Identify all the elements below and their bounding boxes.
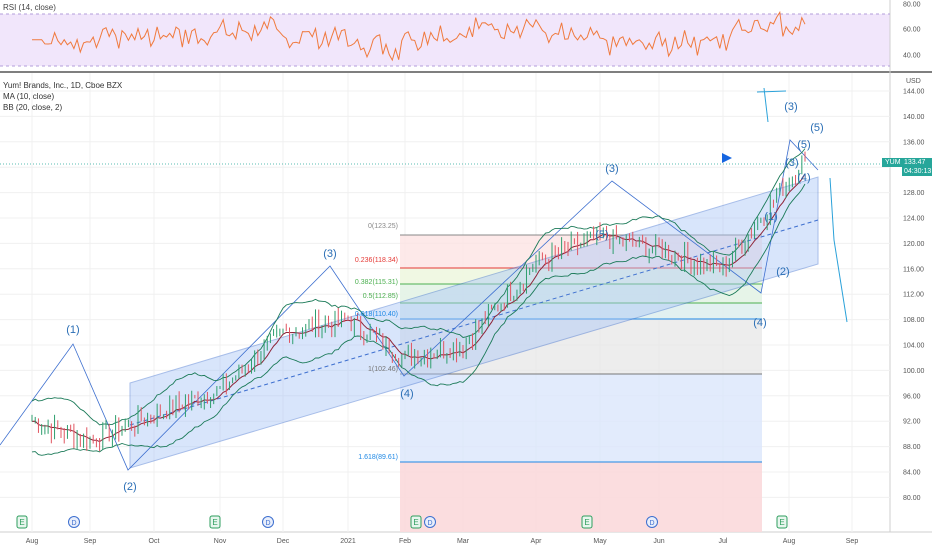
fib-level-label: 0.618(110.40) xyxy=(355,311,398,318)
svg-text:D: D xyxy=(649,520,654,527)
main-legend[interactable]: Yum! Brands, Inc., 1D, Cboe BZX MA (10, … xyxy=(3,80,122,113)
wave-label: (4) xyxy=(797,172,810,184)
price-tick-label: 108.00 xyxy=(903,317,925,324)
price-tag-countdown: 04:30:13 xyxy=(904,168,932,175)
svg-text:D: D xyxy=(427,520,432,527)
price-tag-value: 133.47 xyxy=(904,159,926,166)
earnings-marker[interactable]: E xyxy=(410,515,422,529)
drawing-vertical-stroke xyxy=(763,87,769,123)
time-tick-label: Jul xyxy=(719,538,728,545)
wave-label: (5) xyxy=(810,122,823,134)
time-tick-label: Feb xyxy=(399,538,411,545)
wave-label: (4) xyxy=(400,388,413,400)
dividend-marker[interactable]: D xyxy=(646,516,658,528)
rsi-legend[interactable]: RSI (14, close) xyxy=(3,3,56,12)
price-tick-label: 80.00 xyxy=(903,495,921,502)
channel-median xyxy=(129,219,819,426)
price-tick-label: 128.00 xyxy=(903,190,925,197)
fib-level-label: 0(123.25) xyxy=(368,223,398,230)
time-tick-label: Oct xyxy=(149,538,160,545)
wave-label: (2) xyxy=(776,266,789,278)
price-tick-label: 120.00 xyxy=(903,241,925,248)
price-tag-value-box: 133.47 04:30:13 xyxy=(902,158,932,176)
price-tick-label: 112.00 xyxy=(903,292,924,299)
bollinger-upper xyxy=(31,148,806,426)
price-tick-label: 104.00 xyxy=(903,343,925,350)
dividend-marker[interactable]: D xyxy=(424,516,436,528)
bollinger-lower xyxy=(31,183,806,456)
wave-label: (3) xyxy=(784,101,797,113)
earnings-marker[interactable]: E xyxy=(16,515,28,529)
svg-text:E: E xyxy=(413,518,418,527)
time-tick-label: Mar xyxy=(457,538,470,545)
time-tick-label: May xyxy=(593,538,607,545)
time-tick-label: Dec xyxy=(277,538,290,545)
price-tick-label: 84.00 xyxy=(903,470,921,477)
rsi-tick-label: 80.00 xyxy=(903,2,921,9)
bb-legend: BB (20, close, 2) xyxy=(3,103,63,112)
svg-text:D: D xyxy=(265,520,270,527)
fib-level-label: 0.382(115.31) xyxy=(355,279,398,286)
earnings-marker[interactable]: E xyxy=(776,515,788,529)
price-tick-label: 136.00 xyxy=(903,139,925,146)
wave-label: (5) xyxy=(797,139,810,151)
symbol-title: Yum! Brands, Inc., 1D, Cboe BZX xyxy=(3,81,123,90)
wave-label: (1) xyxy=(66,324,79,336)
price-tick-label: 140.00 xyxy=(903,114,925,121)
wave-label: (1) xyxy=(764,211,777,223)
earnings-marker[interactable]: E xyxy=(209,515,221,529)
svg-text:D: D xyxy=(71,520,76,527)
time-tick-label: Nov xyxy=(214,538,227,545)
svg-text:E: E xyxy=(779,518,784,527)
time-tick-label: Aug xyxy=(783,538,796,545)
price-tick-label: 124.00 xyxy=(903,216,925,223)
drawing-horizontal-stroke xyxy=(756,90,787,93)
price-tick-label: 88.00 xyxy=(903,444,921,451)
time-tick-label: 2021 xyxy=(340,538,356,545)
earnings-marker[interactable]: E xyxy=(581,515,593,529)
dividend-marker[interactable]: D xyxy=(68,516,80,528)
price-tick-label: 116.00 xyxy=(903,266,924,273)
price-tick-label: 144.00 xyxy=(903,89,925,96)
arrow-marker-icon xyxy=(722,153,732,163)
svg-text:E: E xyxy=(584,518,589,527)
price-bars xyxy=(31,151,806,452)
time-tick-label: Jun xyxy=(653,538,664,545)
price-tick-label: 100.00 xyxy=(903,368,925,375)
wave-label: (3) xyxy=(785,157,798,169)
price-tick-label: 92.00 xyxy=(903,419,921,426)
rsi-tick-label: 40.00 xyxy=(903,53,921,60)
fib-level-label: 0.5(112.85) xyxy=(363,293,398,300)
time-tick-label: Apr xyxy=(531,538,543,545)
rsi-tick-label: 60.00 xyxy=(903,27,921,34)
svg-text:E: E xyxy=(212,518,217,527)
price-tag: YUM xyxy=(882,158,904,167)
time-tick-label: Aug xyxy=(26,538,39,545)
fib-level-label: 1.618(89.61) xyxy=(358,454,398,461)
wave-label: (2) xyxy=(123,481,136,493)
drawing-right-stroke xyxy=(829,177,848,323)
price-tick-label: 96.00 xyxy=(903,393,921,400)
rsi-title: RSI (14, close) xyxy=(3,3,56,12)
rsi-line xyxy=(32,10,806,62)
elliott-wave-lines xyxy=(0,139,819,471)
price-tag-symbol: YUM xyxy=(885,159,901,166)
svg-text:E: E xyxy=(19,518,24,527)
ma-legend: MA (10, close) xyxy=(3,92,55,101)
dividend-marker[interactable]: D xyxy=(262,516,274,528)
time-tick-label: Sep xyxy=(846,538,859,545)
currency-label: USD xyxy=(906,78,921,85)
fib-retracement[interactable] xyxy=(400,234,762,532)
wave-label: (3) xyxy=(323,248,336,260)
fib-level-label: 0.236(118.34) xyxy=(355,257,398,264)
fib-level-label: 1(102.46) xyxy=(368,366,398,373)
overlay-labels: 0(123.25) 0.236(118.34) 0.382(115.31) 0.5(1… xyxy=(16,101,824,529)
wave-label: (3) xyxy=(605,163,618,175)
time-tick-label: Sep xyxy=(84,538,97,545)
wave-label: (4) xyxy=(753,317,766,329)
wave-label: (5) xyxy=(595,229,608,241)
